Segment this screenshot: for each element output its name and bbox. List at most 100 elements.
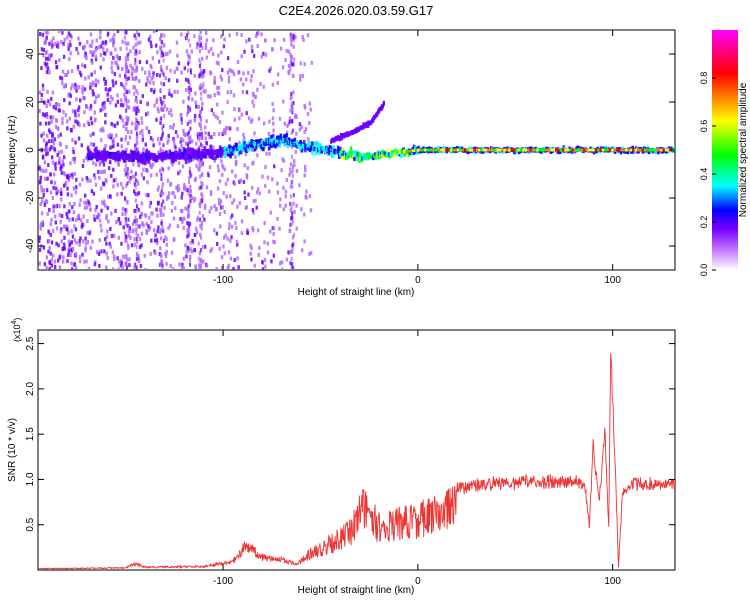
spectrogram-noise-cell bbox=[70, 69, 74, 74]
spectrogram-noise-cell bbox=[123, 30, 126, 35]
spectrogram-signal-cell bbox=[353, 156, 356, 161]
spectrogram-noise-cell bbox=[235, 225, 238, 230]
spectrogram-noise-cell bbox=[83, 193, 87, 198]
spectrogram-noise-cell bbox=[204, 42, 208, 47]
colorbar-tick-label: 0.2 bbox=[699, 216, 709, 229]
spectrogram-noise-cell bbox=[215, 267, 218, 270]
spectrogram-noise-cell bbox=[52, 105, 56, 110]
spectrogram-noise-cell bbox=[291, 179, 294, 184]
spectrogram-noise-cell bbox=[221, 265, 224, 270]
spectrogram-noise-cell bbox=[243, 163, 246, 168]
spectrogram-noise-cell bbox=[50, 39, 54, 44]
spectrogram-signal-cell bbox=[371, 156, 375, 161]
spectrogram-noise-cell bbox=[268, 68, 271, 73]
spectrogram-noise-cell bbox=[115, 133, 118, 138]
spectrogram-noise-cell bbox=[186, 132, 189, 137]
spectrogram-noise-cell bbox=[109, 135, 113, 140]
spectrogram-noise-cell bbox=[303, 239, 306, 244]
spectrogram-noise-cell bbox=[38, 247, 42, 252]
spectrogram-noise-cell bbox=[69, 86, 73, 91]
spectrogram-noise-cell bbox=[218, 179, 222, 184]
spectrogram-noise-cell bbox=[210, 47, 213, 52]
spectrogram-noise-cell bbox=[295, 226, 298, 231]
spectrogram-noise-cell bbox=[135, 117, 138, 122]
spectrogram-signal-cell bbox=[332, 152, 335, 157]
spectrogram-noise-cell bbox=[107, 194, 110, 199]
spectrogram-noise-cell bbox=[201, 171, 204, 176]
spectrogram-noise-cell bbox=[79, 73, 83, 78]
spectrogram-signal-cell bbox=[100, 150, 104, 155]
spectrogram-noise-cell bbox=[111, 250, 115, 255]
spectrogram-noise-cell bbox=[290, 58, 293, 63]
spectrogram-noise-cell bbox=[159, 246, 162, 251]
spectrogram-noise-cell bbox=[180, 265, 184, 270]
spectrogram-noise-cell bbox=[256, 44, 259, 49]
spectrogram-noise-cell bbox=[106, 205, 109, 210]
spectrogram-noise-cell bbox=[292, 62, 295, 67]
spectrogram-noise-cell bbox=[78, 182, 82, 187]
spectrogram-noise-cell bbox=[146, 168, 149, 173]
spectrogram-noise-cell bbox=[291, 262, 294, 267]
snr-marks bbox=[38, 353, 675, 570]
spectrogram-noise-cell bbox=[151, 211, 154, 216]
spectrogram-noise-cell bbox=[149, 40, 153, 45]
spectrogram-noise-cell bbox=[110, 60, 114, 65]
spectrogram-signal-cell bbox=[217, 148, 221, 153]
spectrogram-noise-cell bbox=[193, 73, 196, 78]
snr-multiplier-base: (x10 bbox=[12, 324, 22, 342]
spectrogram-noise-cell bbox=[66, 174, 69, 179]
spectrogram-signal-cell bbox=[183, 152, 187, 157]
colorbar-label: Normalized spectral amplitude bbox=[738, 82, 749, 217]
spectrogram-noise-cell bbox=[68, 201, 71, 206]
spectrogram-noise-cell bbox=[140, 243, 143, 248]
spectrogram-noise-cell bbox=[63, 98, 66, 103]
spectrogram-noise-cell bbox=[160, 53, 163, 58]
spectrogram-noise-cell bbox=[114, 47, 117, 52]
spectrogram-noise-cell bbox=[216, 186, 220, 191]
spectrogram-noise-cell bbox=[142, 160, 145, 165]
spectrogram-noise-cell bbox=[209, 190, 213, 195]
spectrogram-noise-cell bbox=[187, 130, 190, 135]
spectrogram-noise-cell bbox=[89, 103, 93, 108]
spectrogram-noise-cell bbox=[168, 49, 172, 54]
spectrogram-noise-cell bbox=[221, 132, 224, 137]
spectrogram-noise-cell bbox=[122, 124, 125, 129]
spectrogram-noise-cell bbox=[175, 40, 179, 45]
spectrogram-noise-cell bbox=[50, 45, 54, 50]
spectrogram-noise-cell bbox=[93, 110, 96, 115]
spectrogram-noise-cell bbox=[231, 169, 234, 174]
spectrogram-noise-cell bbox=[63, 172, 66, 177]
spectrogram-noise-cell bbox=[178, 262, 181, 267]
spectrogram-noise-cell bbox=[246, 228, 249, 233]
spectrogram-noise-cell bbox=[223, 167, 227, 172]
spectrogram-noise-cell bbox=[184, 132, 187, 137]
spectrogram-signal-core bbox=[487, 148, 490, 152]
spectrogram-noise-cell bbox=[289, 201, 292, 206]
spectrogram-noise-cell bbox=[305, 189, 308, 194]
spectrogram-noise-cell bbox=[189, 247, 192, 252]
spectrogram-noise-cell bbox=[119, 221, 122, 226]
spectrogram-signal-cell bbox=[385, 149, 389, 154]
spectrogram-noise-cell bbox=[60, 239, 63, 244]
spectrogram-noise-cell bbox=[38, 108, 41, 113]
spectrogram-noise-cell bbox=[71, 156, 75, 161]
spectrogram-noise-cell bbox=[255, 190, 259, 195]
spectrogram-noise-cell bbox=[291, 145, 294, 150]
spectrogram-noise-cell bbox=[199, 36, 203, 41]
spectrogram-noise-cell bbox=[132, 85, 135, 90]
spectrogram-noise-cell bbox=[189, 126, 192, 131]
spectrogram-noise-cell bbox=[60, 164, 63, 169]
spectrogram-noise-cell bbox=[230, 224, 234, 229]
spectrogram-noise-cell bbox=[94, 54, 98, 59]
spectrogram-signal-core bbox=[414, 148, 418, 152]
spectrogram-noise-cell bbox=[172, 267, 175, 270]
spectrogram-signal-core bbox=[410, 149, 413, 153]
spectrogram-noise-cell bbox=[44, 147, 47, 152]
spectrogram-noise-cell bbox=[210, 205, 213, 210]
spectrogram-signal-cell bbox=[631, 145, 634, 150]
spectrogram-noise-cell bbox=[199, 43, 202, 48]
spectrogram-noise-cell bbox=[217, 197, 221, 202]
spectrogram-noise-cell bbox=[295, 131, 298, 136]
